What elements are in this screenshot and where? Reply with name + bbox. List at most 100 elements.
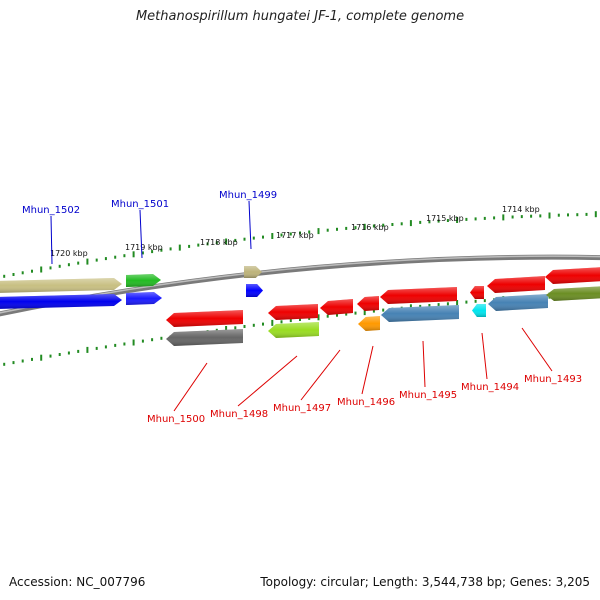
minor-tick xyxy=(520,215,523,219)
gene-label-mhun-1493[interactable]: Mhun_1493 xyxy=(524,374,582,385)
minor-tick xyxy=(188,244,191,248)
minor-tick xyxy=(576,213,579,217)
minor-tick xyxy=(12,273,15,276)
minor-tick xyxy=(372,309,375,313)
kbp-label: 1720 kbp xyxy=(50,249,88,258)
gene-label-mhun-1496[interactable]: Mhun_1496 xyxy=(337,397,395,408)
gene-feature-shading xyxy=(358,316,380,331)
gene-feature-shading xyxy=(381,305,459,322)
minor-tick xyxy=(58,353,61,356)
gene-feature-shading xyxy=(166,329,243,346)
minor-tick xyxy=(400,222,403,226)
major-tick xyxy=(86,346,89,353)
major-tick xyxy=(271,233,274,239)
gene-feature-shading xyxy=(320,299,353,315)
gene-feature-shading xyxy=(126,274,161,287)
minor-tick xyxy=(372,224,375,228)
minor-tick xyxy=(446,219,449,222)
minor-tick xyxy=(419,304,422,308)
major-tick xyxy=(456,300,459,306)
major-tick xyxy=(86,258,89,265)
gene-feature-shading xyxy=(470,286,484,299)
minor-tick xyxy=(354,226,357,230)
major-tick xyxy=(363,309,366,316)
label-leader-line xyxy=(50,215,53,265)
minor-tick xyxy=(151,250,154,254)
minor-tick xyxy=(474,299,477,303)
minor-tick xyxy=(493,216,496,220)
gene-label-lines xyxy=(50,200,553,412)
major-tick xyxy=(225,238,228,245)
major-tick xyxy=(548,212,551,219)
major-tick xyxy=(40,266,43,273)
minor-tick xyxy=(234,326,237,330)
gene-feature-shading xyxy=(0,278,122,293)
minor-tick xyxy=(474,217,477,221)
minor-tick xyxy=(428,220,431,224)
minor-tick xyxy=(67,351,70,355)
minor-tick xyxy=(3,362,6,366)
minor-tick xyxy=(567,213,569,217)
kbp-label: 1718 kbp xyxy=(200,238,238,247)
minor-tick xyxy=(169,247,172,251)
gene-label-mhun-1502[interactable]: Mhun_1502 xyxy=(22,205,80,216)
kbp-label: 1715 kbp xyxy=(426,214,464,223)
major-tick xyxy=(178,244,181,251)
minor-tick xyxy=(21,271,24,275)
gene-feature-shading xyxy=(244,266,262,278)
minor-tick xyxy=(382,308,385,312)
gene-labels: Mhun_1502 Mhun_1501 Mhun_1499 Mhun_1500 … xyxy=(22,190,582,425)
minor-tick xyxy=(77,349,80,353)
minor-tick xyxy=(12,361,15,365)
minor-tick xyxy=(49,354,52,358)
minor-tick xyxy=(114,255,117,259)
minor-tick xyxy=(262,235,264,239)
gene-label-mhun-1498[interactable]: Mhun_1498 xyxy=(210,409,268,420)
label-leader-line xyxy=(139,209,143,259)
outer-tick-track xyxy=(3,211,597,278)
minor-tick xyxy=(483,299,486,303)
minor-tick xyxy=(160,248,163,252)
genome-summary-text: Topology: circular; Length: 3,544,738 bp… xyxy=(260,575,590,589)
gene-label-mhun-1501[interactable]: Mhun_1501 xyxy=(111,199,169,210)
major-tick xyxy=(409,220,412,227)
minor-tick xyxy=(114,343,117,347)
kbp-label: 1719 kbp xyxy=(125,243,163,252)
minor-tick xyxy=(262,322,264,326)
minor-tick xyxy=(585,212,588,216)
map-title: Methanospirillum hungatei JF-1, complete… xyxy=(135,9,465,24)
minor-tick xyxy=(354,311,357,315)
minor-tick xyxy=(49,266,52,270)
gene-label-mhun-1500[interactable]: Mhun_1500 xyxy=(147,414,205,425)
minor-tick xyxy=(289,319,292,323)
gene-label-mhun-1499[interactable]: Mhun_1499 xyxy=(219,190,277,201)
minor-tick xyxy=(95,258,98,262)
gene-feature-shading xyxy=(126,292,162,305)
minor-tick xyxy=(345,226,348,230)
minor-tick xyxy=(336,313,338,317)
minor-tick xyxy=(206,242,209,246)
gene-feature-shading xyxy=(246,284,263,297)
minor-tick xyxy=(151,338,154,342)
minor-tick xyxy=(77,261,80,265)
minor-tick xyxy=(234,238,237,242)
gene-label-mhun-1494[interactable]: Mhun_1494 xyxy=(461,382,519,393)
minor-tick xyxy=(280,233,283,237)
major-tick xyxy=(502,214,505,221)
gene-feature-shading xyxy=(487,276,545,293)
gene-feature-shading xyxy=(488,294,548,311)
minor-tick xyxy=(326,314,329,318)
gene-label-mhun-1497[interactable]: Mhun_1497 xyxy=(273,403,331,414)
minor-tick xyxy=(299,318,301,321)
gene-feature-shading xyxy=(357,296,379,311)
accession-text: Accession: NC_007796 xyxy=(9,575,146,589)
gene-label-mhun-1495[interactable]: Mhun_1495 xyxy=(399,390,457,401)
gene-features xyxy=(0,266,600,346)
label-leader-line xyxy=(173,362,208,412)
minor-tick xyxy=(465,217,468,221)
minor-tick xyxy=(345,312,348,316)
minor-tick xyxy=(299,231,301,235)
label-leader-line xyxy=(300,349,341,401)
major-tick xyxy=(132,339,135,346)
